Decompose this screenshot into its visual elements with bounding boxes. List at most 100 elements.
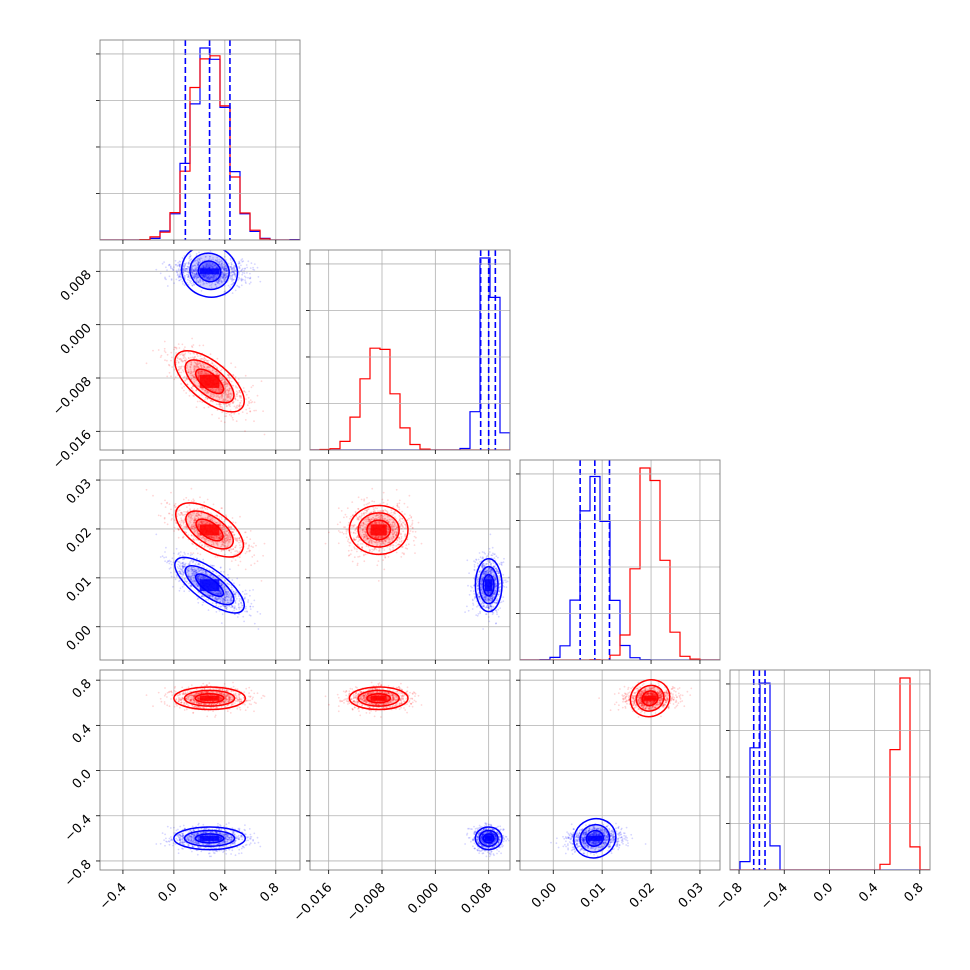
point-1-0-s1 bbox=[191, 345, 193, 348]
point-2-0-s0 bbox=[181, 554, 184, 557]
point-1-0-s0 bbox=[211, 265, 214, 268]
point-1-0-s0 bbox=[168, 275, 171, 278]
point-1-0-s0 bbox=[176, 271, 179, 274]
point-1-0-s0 bbox=[216, 266, 219, 269]
point-1-0-s0 bbox=[168, 264, 171, 266]
point-1-0-s0 bbox=[213, 266, 216, 268]
point-1-0-s0 bbox=[179, 273, 182, 275]
point-1-0-s1 bbox=[177, 361, 180, 363]
point-1-0-s0 bbox=[189, 277, 191, 280]
point-1-0-s1 bbox=[176, 357, 179, 359]
point-1-0-s0 bbox=[232, 267, 235, 269]
point-1-0-s0 bbox=[194, 267, 197, 269]
point-1-0-s0 bbox=[191, 265, 194, 267]
point-1-0-s0 bbox=[248, 282, 251, 285]
point-1-0-s0 bbox=[170, 278, 173, 280]
point-1-0-s1 bbox=[204, 357, 206, 360]
point-1-0-s1 bbox=[210, 389, 213, 391]
point-2-1-s0 bbox=[478, 552, 481, 554]
point-1-0-s1 bbox=[197, 362, 199, 365]
point-2-0-s1 bbox=[255, 544, 257, 547]
point-1-0-s0 bbox=[232, 270, 235, 273]
point-1-0-s0 bbox=[230, 267, 233, 270]
point-1-0-s0 bbox=[205, 263, 208, 266]
point-1-0-s1 bbox=[191, 385, 194, 388]
point-1-0-s1 bbox=[224, 390, 227, 392]
point-1-0-s0 bbox=[195, 272, 198, 275]
point-1-0-s0 bbox=[198, 257, 201, 260]
point-1-0-s1 bbox=[222, 378, 225, 380]
point-1-0-s1 bbox=[203, 366, 206, 369]
point-1-0-s0 bbox=[233, 269, 236, 272]
point-2-1-s0 bbox=[496, 613, 498, 616]
point-1-0-s0 bbox=[246, 266, 249, 269]
point-1-0-s1 bbox=[214, 389, 217, 391]
point-1-0-s1 bbox=[190, 356, 192, 359]
point-1-0-s0 bbox=[206, 274, 208, 276]
point-2-1-s0 bbox=[473, 593, 476, 595]
point-1-0-s1 bbox=[224, 391, 227, 393]
point-1-0-s1 bbox=[212, 396, 214, 399]
point-1-0-s1 bbox=[221, 399, 224, 402]
point-1-0-s0 bbox=[226, 269, 228, 271]
point-1-0-s0 bbox=[202, 274, 204, 276]
point-1-0-s0 bbox=[187, 275, 190, 278]
point-2-0-s1 bbox=[190, 500, 193, 503]
point-1-0-s1 bbox=[209, 395, 212, 397]
point-1-0-s1 bbox=[200, 370, 203, 372]
point-1-0-s1 bbox=[201, 393, 204, 396]
point-1-0-s1 bbox=[152, 349, 154, 352]
point-1-0-s0 bbox=[192, 283, 195, 286]
point-1-0-s0 bbox=[230, 263, 233, 265]
point-2-0-s1 bbox=[247, 547, 250, 549]
point-1-0-s0 bbox=[223, 273, 226, 276]
point-1-0-s1 bbox=[182, 351, 184, 354]
point-1-0-s0 bbox=[191, 271, 194, 274]
point-1-0-s1 bbox=[225, 403, 227, 405]
point-2-0-s1 bbox=[157, 514, 160, 517]
point-1-0-s0 bbox=[201, 260, 204, 262]
point-1-0-s0 bbox=[196, 276, 199, 279]
point-1-0-s1 bbox=[236, 395, 238, 397]
point-1-0-s1 bbox=[203, 406, 206, 409]
point-1-0-s0 bbox=[253, 263, 256, 265]
point-1-0-s1 bbox=[226, 383, 229, 386]
point-1-0-s1 bbox=[199, 355, 202, 357]
point-2-0-s1 bbox=[262, 554, 264, 557]
point-1-0-s0 bbox=[191, 284, 194, 287]
point-1-0-s0 bbox=[207, 265, 210, 268]
point-1-0-s0 bbox=[183, 262, 186, 265]
point-1-0-s0 bbox=[182, 268, 185, 270]
point-1-0-s1 bbox=[229, 393, 232, 396]
point-1-0-s1 bbox=[182, 376, 185, 379]
point-1-0-s1 bbox=[204, 398, 206, 401]
point-1-0-s1 bbox=[253, 409, 256, 412]
point-1-0-s0 bbox=[169, 265, 172, 268]
point-1-0-s1 bbox=[177, 343, 180, 345]
point-1-0-s1 bbox=[199, 364, 202, 367]
point-2-0-s0 bbox=[179, 587, 182, 590]
point-1-0-s1 bbox=[248, 407, 251, 410]
point-1-0-s1 bbox=[220, 405, 223, 408]
point-2-0-s1 bbox=[231, 517, 234, 519]
point-1-0-s0 bbox=[230, 267, 233, 270]
point-1-0-s0 bbox=[218, 258, 221, 261]
point-1-0-s1 bbox=[220, 388, 223, 391]
point-1-0-s1 bbox=[188, 394, 191, 397]
panel-frame-0-0 bbox=[99, 39, 301, 241]
point-1-0-s1 bbox=[187, 357, 190, 359]
point-1-0-s0 bbox=[191, 284, 194, 287]
point-1-0-s0 bbox=[226, 275, 229, 277]
point-1-0-s0 bbox=[165, 278, 168, 281]
point-1-0-s0 bbox=[193, 277, 196, 280]
point-1-0-s0 bbox=[230, 266, 233, 269]
point-1-0-s0 bbox=[209, 277, 211, 280]
point-1-0-s1 bbox=[190, 363, 193, 365]
point-1-0-s1 bbox=[195, 365, 198, 368]
point-1-0-s0 bbox=[222, 272, 224, 275]
point-1-0-s0 bbox=[200, 274, 203, 276]
point-1-0-s1 bbox=[193, 376, 196, 379]
point-1-0-s1 bbox=[198, 362, 201, 365]
point-1-0-s0 bbox=[215, 281, 218, 283]
point-1-0-s0 bbox=[221, 281, 223, 284]
